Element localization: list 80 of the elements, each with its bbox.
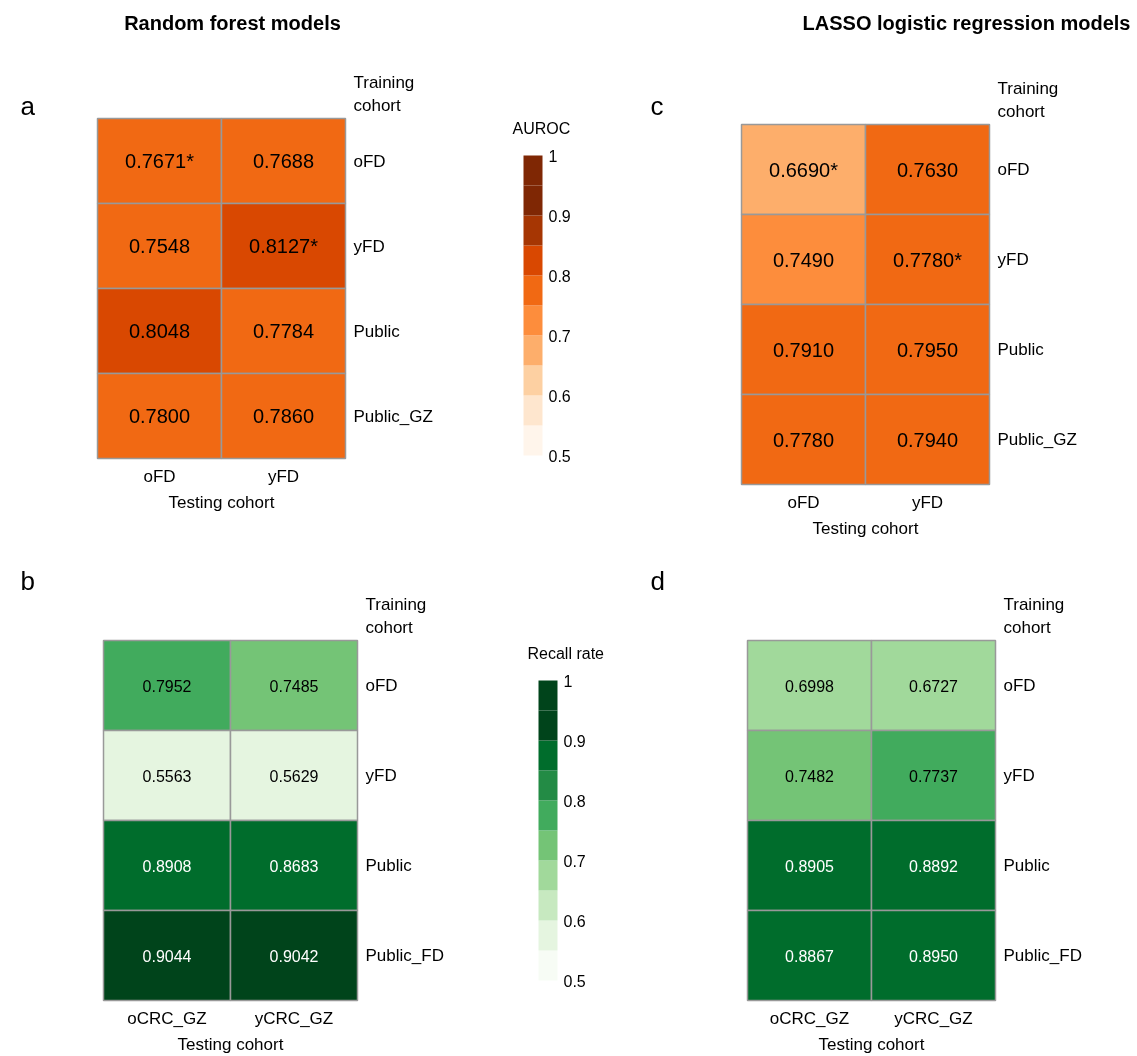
- y-tick-label: oFD: [353, 151, 386, 171]
- data-label: 0.7950: [896, 338, 959, 361]
- y-tick-label: oFD: [997, 160, 1030, 179]
- chart-title: LASSO logistic regression models: [802, 11, 1131, 34]
- x-tick-label: yCRC_GZ: [254, 1009, 334, 1028]
- x-tick-label: oCRC_GZ: [127, 1009, 207, 1028]
- x-tick-label: oCRC_GZ: [769, 1009, 850, 1028]
- data-label: 0.6727: [909, 677, 959, 695]
- data-label: 0.7671*: [125, 150, 195, 172]
- color-bar-title: AUROC: [512, 120, 571, 137]
- y-tick-label: yFD: [997, 250, 1029, 269]
- y-tick-label: Public_FD: [365, 946, 444, 965]
- color-bar-label: 0.8: [563, 792, 586, 810]
- y-axis-title: Training cohort: [365, 595, 427, 637]
- y-axis-title: Training cohort: [1003, 595, 1065, 637]
- color-bar-label: 0.5: [548, 447, 571, 465]
- color-bar-label: 0.6: [563, 912, 586, 930]
- y-tick-label: oFD: [365, 676, 398, 695]
- color-bar-label: 0.9: [548, 207, 571, 225]
- y-tick-label: Public_GZ: [997, 430, 1077, 449]
- y-axis-title: Training cohort: [997, 79, 1059, 121]
- data-label: 0.7784: [252, 320, 315, 342]
- y-axis-title: Training cohort: [353, 73, 415, 115]
- data-label: 0.7737: [909, 767, 959, 785]
- data-label: 0.7952: [142, 677, 192, 695]
- text: c: [650, 90, 664, 121]
- color-bar-label: 0.9: [563, 732, 586, 750]
- y-tick-label: Public: [1003, 856, 1051, 875]
- color-bar-label: 1: [548, 147, 558, 165]
- y-tick-label: yFD: [353, 236, 385, 256]
- data-label: 0.7548: [128, 235, 191, 257]
- color-bar-label: 0.5: [563, 972, 586, 990]
- data-label: 0.8908: [142, 857, 192, 875]
- text: b: [20, 565, 35, 596]
- data-label: 0.6690*: [769, 158, 839, 181]
- color-bar-label: 1: [563, 672, 573, 690]
- x-axis-title: Testing cohort: [818, 1035, 925, 1054]
- color-bar-label: 0.7: [563, 852, 586, 870]
- data-label: 0.8127*: [249, 235, 319, 257]
- x-axis-title: Testing cohort: [168, 493, 275, 512]
- data-label: 0.8892: [909, 857, 959, 875]
- data-label: 0.7482: [785, 767, 835, 785]
- y-tick-label: yFD: [1003, 766, 1035, 785]
- data-label: 0.9042: [269, 947, 319, 965]
- y-tick-label: Public: [997, 340, 1045, 359]
- color-bar-label: 0.6: [548, 387, 571, 405]
- y-tick-label: Public_GZ: [353, 406, 433, 426]
- data-label: 0.8048: [128, 320, 191, 342]
- y-tick-label: Public: [365, 856, 413, 875]
- data-label: 0.7780: [772, 428, 835, 451]
- data-label: 0.7860: [252, 405, 315, 427]
- data-label: 0.8683: [269, 857, 319, 875]
- y-tick-label: yFD: [365, 766, 397, 785]
- data-label: 0.5629: [269, 767, 319, 785]
- color-bar-label: 0.7: [548, 327, 571, 345]
- y-tick-label: Public_FD: [1003, 946, 1082, 965]
- color-bar-title: Recall rate: [527, 645, 605, 662]
- y-tick-label: oFD: [1003, 676, 1036, 695]
- data-label: 0.9044: [142, 947, 192, 965]
- data-label: 0.6998: [785, 677, 835, 695]
- text: a: [20, 90, 36, 121]
- data-label: 0.7630: [896, 158, 959, 181]
- data-label: 0.8867: [785, 947, 835, 965]
- x-axis-title: Testing cohort: [177, 1035, 284, 1054]
- data-label: 0.8905: [785, 857, 835, 875]
- text: d: [650, 565, 665, 596]
- data-label: 0.7485: [269, 677, 319, 695]
- data-label: 0.7688: [252, 150, 315, 172]
- x-tick-label: yCRC_GZ: [894, 1009, 973, 1028]
- data-label: 0.8950: [909, 947, 959, 965]
- chart-title: Random forest models: [124, 11, 341, 34]
- data-label: 0.7780*: [893, 248, 963, 271]
- data-label: 0.7490: [772, 248, 835, 271]
- data-label: 0.7800: [128, 405, 191, 427]
- color-bar-label: 0.8: [548, 267, 571, 285]
- x-axis-title: Testing cohort: [812, 519, 919, 538]
- y-tick-label: Public: [353, 321, 401, 341]
- data-label: 0.5563: [142, 767, 192, 785]
- data-label: 0.7910: [772, 338, 835, 361]
- data-label: 0.7940: [896, 428, 959, 451]
